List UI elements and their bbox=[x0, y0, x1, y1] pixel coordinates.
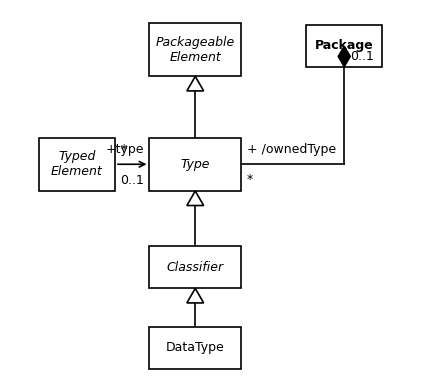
Text: *: * bbox=[121, 143, 127, 156]
Bar bbox=[150, 327, 241, 369]
Text: 0..1: 0..1 bbox=[350, 50, 374, 63]
Bar bbox=[150, 23, 241, 76]
Text: +type: +type bbox=[105, 143, 144, 156]
Polygon shape bbox=[187, 76, 204, 91]
Text: Classifier: Classifier bbox=[166, 261, 224, 274]
Text: Type: Type bbox=[181, 158, 210, 171]
Text: DataType: DataType bbox=[166, 341, 225, 354]
Text: 0..1: 0..1 bbox=[120, 174, 144, 187]
Bar bbox=[150, 138, 241, 191]
Text: Package: Package bbox=[315, 39, 373, 52]
Bar bbox=[39, 138, 115, 191]
Polygon shape bbox=[338, 46, 350, 67]
Text: + /ownedType: + /ownedType bbox=[247, 143, 336, 156]
Bar bbox=[306, 25, 382, 67]
Polygon shape bbox=[187, 191, 204, 206]
Text: Typed
Element: Typed Element bbox=[51, 150, 103, 178]
Bar bbox=[150, 246, 241, 288]
Text: Packageable
Element: Packageable Element bbox=[156, 36, 235, 64]
Polygon shape bbox=[187, 288, 204, 303]
Text: *: * bbox=[247, 173, 253, 186]
